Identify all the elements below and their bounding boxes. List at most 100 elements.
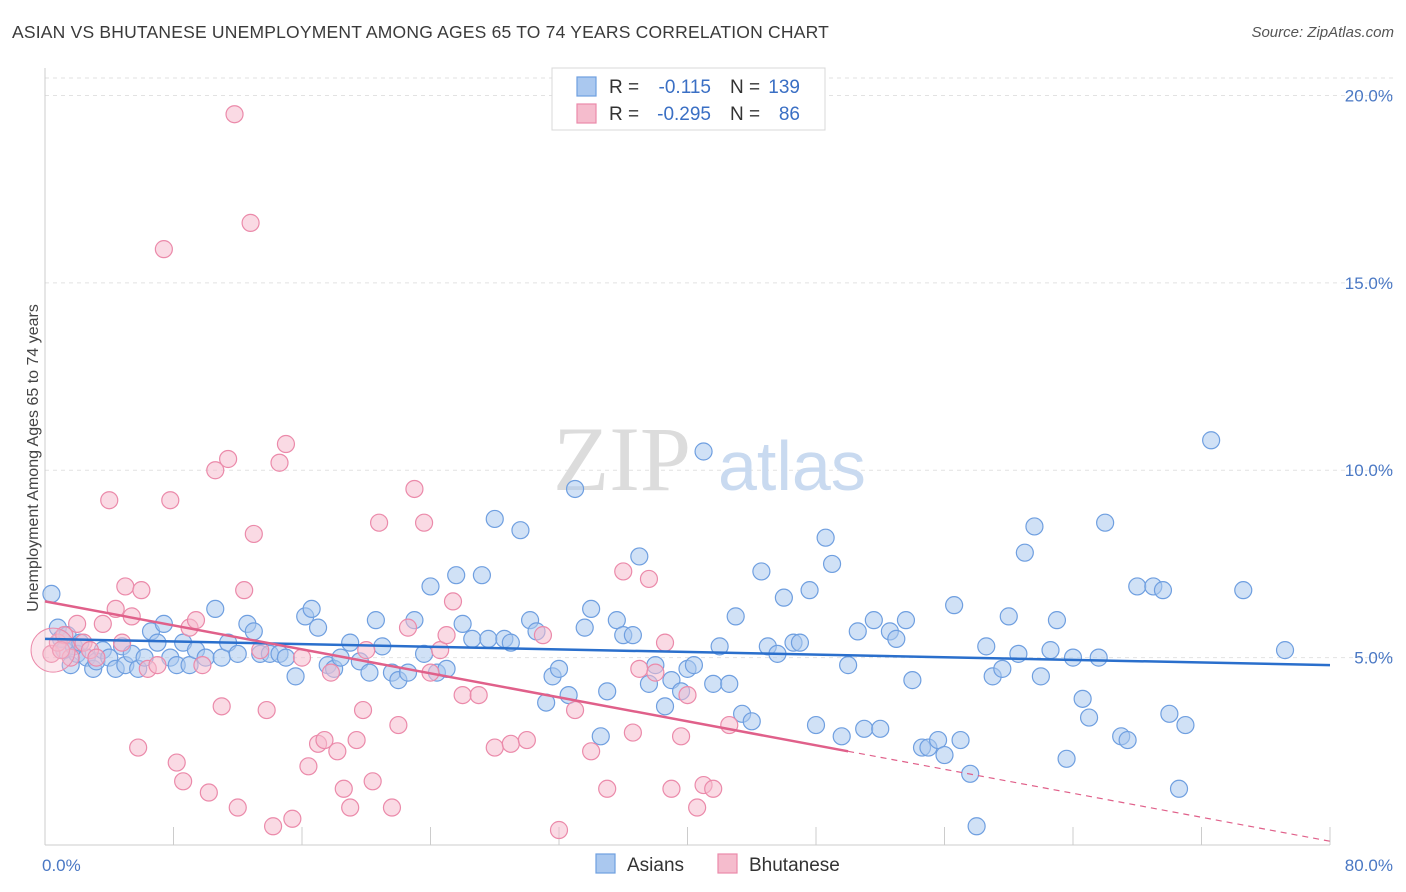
point-bhutanese-66 [517,730,536,750]
point-asians-131 [1025,517,1044,536]
point-bhutanese-28 [219,449,238,469]
point-asians-104 [806,715,826,735]
point-asians-53 [398,663,418,682]
point-bhutanese-75 [639,569,659,589]
point-asians-72 [549,659,569,678]
point-asians-38 [276,648,296,667]
point-asians-105 [816,528,835,547]
point-asians-151 [1275,641,1295,660]
y-tick-label-2: 15.0% [1345,274,1393,293]
point-asians-125 [977,637,996,656]
point-bhutanese-47 [341,798,360,817]
trend-line-asians [44,637,1331,667]
point-bhutanese-32 [241,213,260,232]
point-bhutanese-43 [315,730,334,750]
legend-r-value-1: -0.295 [657,104,711,125]
point-asians-122 [951,730,970,750]
point-bhutanese-14 [129,738,148,757]
point-asians-127 [993,659,1012,678]
point-asians-145 [1153,581,1173,600]
bottom-legend-swatch-bhutanese [717,853,738,874]
point-asians-79 [607,611,626,630]
point-bhutanese-49 [353,700,373,720]
y-tick-label-0: 5.0% [1354,649,1393,668]
point-bhutanese-24 [193,656,212,675]
point-bhutanese-30 [228,798,247,817]
bottom-legend-label-asians: Asians [627,855,684,876]
point-bhutanese-37 [270,453,289,472]
point-bhutanese-77 [655,633,675,652]
point-asians-41 [302,599,321,619]
point-asians-121 [945,596,964,615]
point-asians-56 [421,577,440,596]
point-bhutanese-69 [565,700,585,720]
point-asians-0 [42,584,61,604]
bottom-legend-label-bhutanese: Bhutanese [749,855,840,876]
point-bhutanese-61 [443,592,463,611]
point-asians-107 [832,727,851,746]
point-asians-142 [1118,730,1137,750]
trend-line-extension-bhutanese [848,750,1331,842]
point-asians-93 [720,674,739,693]
point-bhutanese-35 [257,700,276,720]
point-asians-114 [887,629,906,648]
point-bhutanese-20 [167,753,186,772]
gridlines [45,77,1395,659]
point-bhutanese-46 [334,779,353,798]
chart-source: Source: ZipAtlas.com [1251,24,1394,41]
point-asians-66 [501,633,520,652]
point-asians-124 [967,817,986,836]
point-bhutanese-8 [93,614,112,633]
point-asians-90 [694,442,713,461]
point-bhutanese-76 [646,663,665,682]
legend-top: R = -0.115 N = 139 R = -0.295 N = 86 [551,67,826,131]
point-bhutanese-12 [116,577,135,596]
point-bhutanese-62 [453,685,472,705]
point-cluster-origin [30,627,76,673]
point-bhutanese-57 [414,513,434,532]
point-bhutanese-18 [154,240,173,259]
point-bhutanese-65 [501,734,520,753]
point-bhutanese-81 [688,798,707,817]
point-asians-21 [148,633,167,652]
point-asians-89 [684,656,704,675]
x-tick-label-0: 0.0% [42,856,81,875]
point-bhutanese-70 [582,742,601,761]
point-bhutanese-25 [199,783,218,802]
point-bhutanese-74 [630,659,649,678]
legend-r-label-1: R = [609,104,639,125]
point-bhutanese-73 [623,723,642,742]
point-bhutanese-23 [186,611,206,630]
y-tick-labels: 5.0% 10.0% 15.0% 20.0% [1345,86,1393,667]
point-asians-128 [999,607,1018,626]
point-bhutanese-64 [485,738,504,757]
y-axis-label: Unemployment Among Ages 65 to 74 years [25,304,42,612]
point-bhutanese-79 [671,727,691,746]
point-asians-48 [360,663,379,682]
point-bhutanese-72 [614,562,633,581]
watermark: ZIP atlas [553,408,866,510]
point-asians-96 [742,712,761,731]
legend-swatch-bhutanese [576,103,597,124]
point-bhutanese-67 [533,626,553,645]
legend-n-label-1: N = [730,104,760,125]
point-asians-135 [1057,749,1076,768]
point-asians-91 [704,674,723,693]
axes [44,68,1331,846]
legend-swatch-asians [576,76,597,97]
point-bhutanese-21 [174,772,193,791]
legend-bottom: Asians Bhutanese [595,853,840,876]
point-bhutanese-36 [263,817,283,836]
point-asians-49 [366,611,385,630]
point-asians-140 [1096,513,1115,532]
point-bhutanese-52 [370,513,389,532]
point-asians-108 [839,656,858,675]
legend-r-value-0: -0.115 [659,77,711,98]
point-bhutanese-56 [405,479,424,499]
point-asians-111 [864,611,883,630]
watermark-atlas: atlas [718,427,866,505]
point-asians-81 [623,626,642,645]
legend-r-label-0: R = [609,77,639,98]
point-asians-148 [1176,715,1195,735]
